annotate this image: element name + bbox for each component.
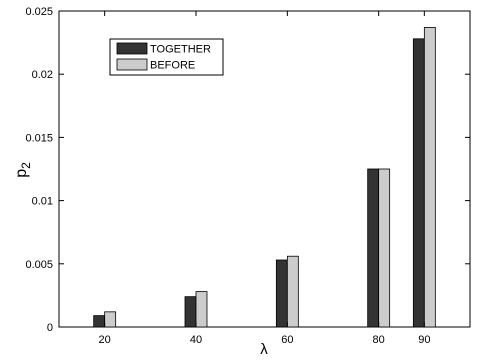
y-axis-label-main: p: [13, 169, 30, 178]
y-axis-ticks: 0 0.005 0.01 0.015 0.02 0.025: [25, 6, 470, 334]
y-tick-label: 0.01: [32, 196, 53, 208]
x-tick-label: 90: [418, 334, 430, 346]
y-axis-label-subscript: 2: [19, 162, 33, 169]
bar-together-60: [275, 259, 288, 328]
bar-before-80: [378, 168, 391, 328]
y-axis-label: p2: [13, 162, 33, 178]
x-tick-label: 80: [373, 334, 385, 346]
bar-together-80: [367, 168, 380, 328]
x-tick-label: 40: [190, 334, 202, 346]
x-tick-label: 60: [281, 334, 293, 346]
bar-before-60: [286, 255, 299, 328]
y-tick-label: 0.015: [25, 132, 53, 144]
bar-together-20: [93, 315, 106, 328]
bar-together-40: [184, 296, 197, 328]
bar-before-40: [195, 291, 208, 328]
bars-group: [93, 27, 436, 328]
x-tick-label: 20: [99, 334, 111, 346]
legend-swatch-together: [116, 42, 148, 55]
y-tick-label: 0: [47, 322, 53, 334]
bar-before-90: [423, 27, 436, 328]
x-axis-ticks: 20 40 60 80 90: [99, 11, 430, 346]
legend-swatch-before: [116, 58, 148, 71]
y-tick-label: 0.005: [25, 259, 53, 271]
legend: TOGETHER BEFORE: [109, 38, 224, 76]
y-tick-label: 0.02: [32, 69, 53, 81]
y-tick-label: 0.025: [25, 6, 53, 18]
bar-together-90: [412, 38, 425, 328]
bar-before-20: [104, 311, 117, 328]
legend-label-together: TOGETHER: [150, 44, 211, 56]
x-axis-label: λ: [260, 341, 268, 358]
legend-label-before: BEFORE: [150, 60, 195, 72]
